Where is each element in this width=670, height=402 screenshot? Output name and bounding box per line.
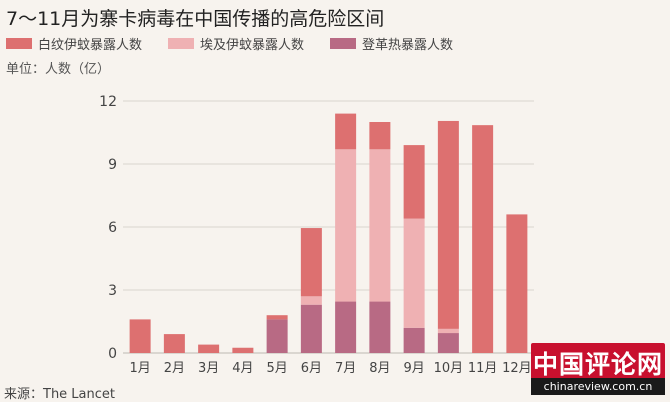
bar-segment xyxy=(335,113,357,150)
legend-item: 埃及伊蚊暴露人数 xyxy=(168,34,304,53)
x-tick-label: 5月 xyxy=(266,361,287,376)
legend-swatch xyxy=(168,38,195,49)
chart-title: 7～11月为寨卡病毒在中国传播的高危险区间 xyxy=(6,8,385,30)
y-tick-label: 3 xyxy=(108,283,117,299)
bar-segment xyxy=(437,328,459,334)
unit-label: 单位：人数（亿） xyxy=(6,62,111,77)
source-label: 来源：The Lancet xyxy=(4,387,116,402)
bar-segment xyxy=(163,334,185,353)
y-tick-label: 12 xyxy=(99,94,117,110)
bar-segment xyxy=(198,344,220,353)
bar-segment xyxy=(506,214,528,353)
bar-segment xyxy=(300,304,322,353)
legend-label: 登革热暴露人数 xyxy=(362,38,454,53)
x-tick-label: 4月 xyxy=(232,361,253,376)
x-axis-ticks: 1月 2月 3月 4月 5月 6月 7月 8月 9月 10月 11月 12月 xyxy=(129,361,531,376)
bars xyxy=(129,113,528,354)
bar-segment xyxy=(369,301,391,353)
bar-segment xyxy=(300,228,322,297)
bar-segment xyxy=(232,347,254,353)
bar-segment xyxy=(403,327,425,353)
bar-segment xyxy=(335,301,357,353)
x-tick-label: 2月 xyxy=(164,361,185,376)
y-axis-ticks: 0 3 6 9 12 xyxy=(99,94,117,362)
legend-swatch xyxy=(6,38,32,49)
bar-segment xyxy=(266,319,288,353)
bar-segment xyxy=(266,315,288,320)
bar-segment xyxy=(369,122,391,150)
legend-swatch xyxy=(330,38,357,49)
watermark-logo: 中国评论网 chinareview.com.cn xyxy=(531,343,665,395)
watermark-url: chinareview.com.cn xyxy=(531,378,665,395)
x-tick-label: 12月 xyxy=(502,361,532,376)
y-tick-label: 6 xyxy=(108,220,117,236)
bar-segment xyxy=(437,120,459,329)
x-tick-label: 9月 xyxy=(403,361,424,376)
x-tick-label: 11月 xyxy=(468,361,498,376)
y-tick-label: 9 xyxy=(108,157,117,173)
legend-item: 白纹伊蚊暴露人数 xyxy=(6,34,142,53)
x-tick-label: 1月 xyxy=(129,361,150,376)
bar-segment xyxy=(369,149,391,302)
legend-item: 登革热暴露人数 xyxy=(330,34,453,53)
x-tick-label: 8月 xyxy=(369,361,390,376)
y-tick-label: 0 xyxy=(108,346,117,362)
watermark-logo-text: 中国评论网 xyxy=(532,350,663,379)
bar-segment xyxy=(437,333,459,353)
x-tick-label: 10月 xyxy=(434,361,464,376)
legend-label: 白纹伊蚊暴露人数 xyxy=(38,38,143,53)
legend-label: 埃及伊蚊暴露人数 xyxy=(200,38,305,53)
bar-segment xyxy=(403,218,425,328)
legend: 白纹伊蚊暴露人数 埃及伊蚊暴露人数 登革热暴露人数 xyxy=(6,34,453,53)
x-tick-label: 7月 xyxy=(335,361,356,376)
bar-segment xyxy=(129,319,151,353)
grid-lines xyxy=(123,100,534,354)
x-tick-label: 6月 xyxy=(301,361,322,376)
bar-segment xyxy=(403,145,425,219)
x-tick-label: 3月 xyxy=(198,361,219,376)
bar-segment xyxy=(335,149,357,302)
bar-segment xyxy=(300,296,322,305)
bar-segment xyxy=(472,125,494,354)
